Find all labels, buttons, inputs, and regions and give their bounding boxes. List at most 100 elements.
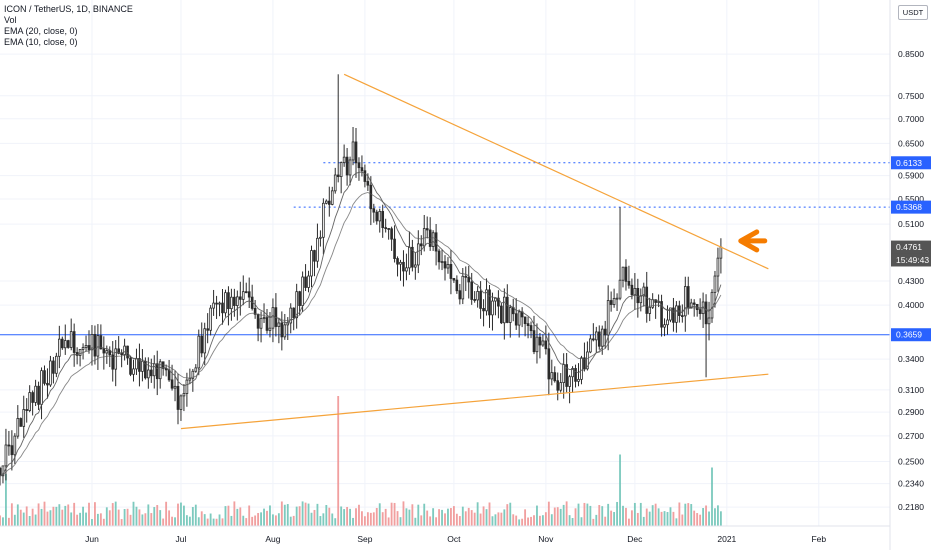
candle-body <box>99 335 103 350</box>
candle-body <box>55 355 58 374</box>
volume-bar <box>601 506 604 526</box>
volume-bar <box>135 506 138 526</box>
candle-body <box>497 297 500 307</box>
volume-bar <box>79 512 82 526</box>
candle-body <box>262 317 266 320</box>
volume-bar <box>500 512 503 526</box>
volume-bar <box>266 510 268 526</box>
volume-bar <box>221 518 224 526</box>
candle-body <box>123 345 126 355</box>
candle-body <box>437 250 441 263</box>
candle-body <box>532 330 536 353</box>
price-tick-label: 0.4300 <box>898 276 924 286</box>
volume-bar <box>22 512 25 526</box>
volume-bar <box>58 504 61 526</box>
time-axis[interactable]: Jun Jul Aug Sep Oct Nov Dec 2021 Feb <box>85 534 826 544</box>
volume-bar <box>536 505 538 526</box>
candle-body <box>414 264 417 268</box>
candle-body <box>215 302 218 305</box>
volume-bar <box>630 510 633 526</box>
volume-bar <box>678 502 681 526</box>
volume-bar <box>515 515 518 526</box>
volume-bar <box>645 508 648 526</box>
volume-bar <box>432 508 435 526</box>
currency-button[interactable]: USDT <box>898 5 928 20</box>
candle-body <box>354 141 358 164</box>
volume-bar <box>441 509 443 526</box>
candle-body <box>681 315 684 317</box>
volume-bar <box>693 510 696 526</box>
volume-bar <box>289 516 292 526</box>
candle-body <box>93 334 97 357</box>
vol-indicator-label[interactable]: Vol <box>4 15 17 25</box>
candle-body <box>568 376 571 387</box>
candle-body <box>16 418 20 437</box>
candle-body <box>227 292 230 310</box>
candle-body <box>327 200 331 205</box>
candle-body <box>393 238 396 259</box>
volume-bar <box>215 518 218 526</box>
price-tick-label: 0.3400 <box>898 354 924 364</box>
candle-body <box>90 334 94 351</box>
candle-body <box>402 261 405 272</box>
candle-body <box>535 336 539 353</box>
trendlines[interactable] <box>180 73 769 430</box>
volume-bar <box>254 515 257 526</box>
volume-bar <box>2 517 4 526</box>
candle-body <box>188 377 192 381</box>
candle-body <box>571 368 574 378</box>
candle-body <box>13 435 17 456</box>
volume-bar <box>598 505 601 526</box>
candle-body <box>322 202 325 238</box>
candle-body <box>25 409 29 411</box>
price-tick-label: 0.2900 <box>898 407 924 417</box>
candle-body <box>336 174 340 178</box>
candle-body <box>378 211 382 222</box>
price-tick-label: 0.2500 <box>898 457 924 467</box>
volume-bar <box>227 505 230 526</box>
candle-body <box>348 159 352 176</box>
candle-body <box>96 335 100 357</box>
price-axis[interactable]: 0.8500 0.7500 0.7000 0.6500 0.5900 0.5500 0.51… <box>898 49 924 512</box>
candle-body <box>307 275 310 288</box>
ema10-indicator-label[interactable]: EMA (10, close, 0) <box>4 37 78 47</box>
volume-bar <box>171 516 173 526</box>
volume-bar <box>263 508 265 526</box>
volume-bar <box>402 501 405 526</box>
volume-bar <box>390 502 393 526</box>
volume-bar <box>340 506 343 526</box>
volume-bar <box>188 516 191 526</box>
volume-bar <box>197 517 200 526</box>
ema20-indicator-label[interactable]: EMA (20, close, 0) <box>4 26 78 36</box>
candle-body <box>114 348 118 370</box>
volume-bar <box>625 507 627 526</box>
volume-bar <box>361 511 363 526</box>
candle-body <box>40 370 43 405</box>
candle-body <box>716 257 720 277</box>
time-tick-label: Aug <box>265 534 280 544</box>
candle-body <box>494 297 497 302</box>
candle-body <box>0 467 2 477</box>
candle-body <box>342 156 346 164</box>
volume-bar <box>642 516 645 526</box>
candle-body <box>271 307 275 329</box>
candle-body <box>508 307 512 323</box>
volume-bar <box>648 511 651 526</box>
volume-bar <box>260 512 262 526</box>
volume-bar <box>562 504 565 526</box>
candle-body <box>672 307 675 323</box>
price-tag-box <box>891 240 931 254</box>
volume-bar <box>527 517 529 526</box>
volume-bar <box>681 514 684 526</box>
candle-body <box>333 174 337 192</box>
candle-body <box>669 307 672 321</box>
price-tag-label: 15:49:43 <box>896 255 929 265</box>
volume-bar <box>672 511 675 526</box>
candle-body <box>66 340 70 348</box>
volume-bar <box>444 513 446 526</box>
candle-body <box>523 316 527 325</box>
candle-body <box>170 379 174 389</box>
symbol-title[interactable]: ICON / TetherUS, 1D, BINANCE <box>4 4 133 14</box>
candle-body <box>78 348 82 356</box>
